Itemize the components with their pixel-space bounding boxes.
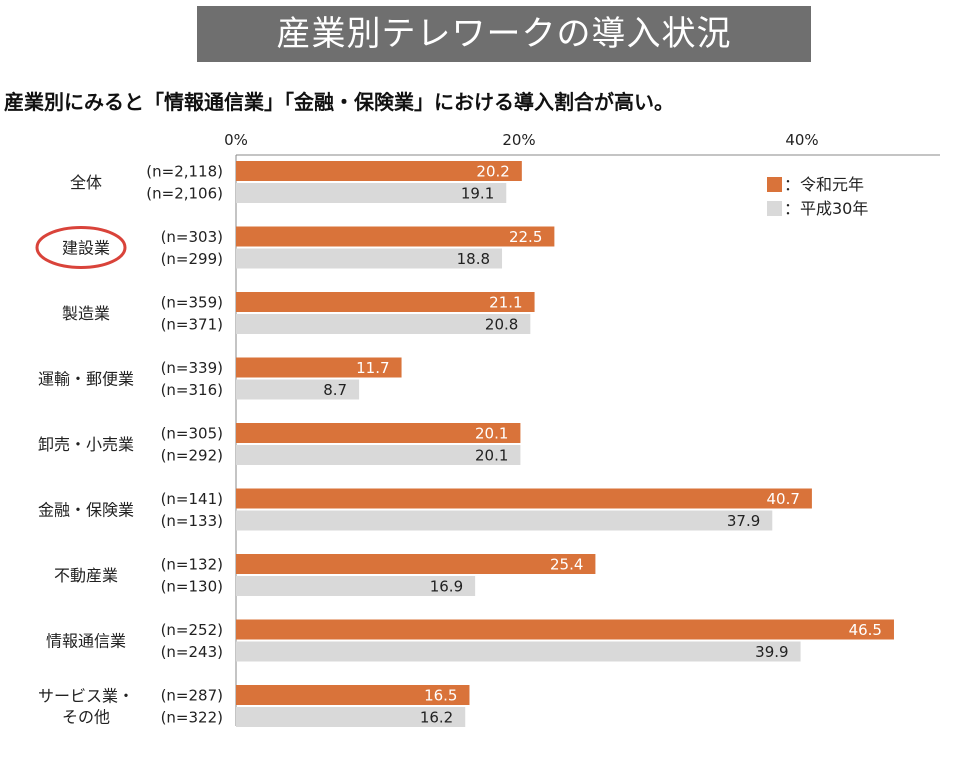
category-label: サービス業・ [38,687,134,706]
value-label: 18.8 [457,250,490,268]
sample-size-label: (n=292) [161,447,223,465]
page-subtitle: 産業別にみると「情報通信業」「金融・保険業」における導入割合が高い。 [4,90,674,114]
bar-current [236,619,894,640]
value-label: 39.9 [755,643,788,661]
bar-previous [236,314,531,334]
legend-swatch-previous [767,201,782,216]
bar-previous [236,379,360,400]
page-title: 産業別テレワークの導入状況 [197,6,811,62]
sample-size-label: (n=130) [161,578,223,596]
sample-size-label: (n=133) [161,512,223,530]
bar-previous [236,510,773,531]
value-label: 20.1 [475,425,508,443]
sample-size-label: (n=132) [161,556,223,574]
value-label: 16.9 [430,578,463,596]
value-label: 46.5 [849,621,882,639]
bar-current [236,357,402,378]
legend-label: ：平成30年 [784,199,868,218]
bar-previous [236,576,476,596]
sample-size-label: (n=339) [161,359,223,377]
value-label: 22.5 [509,228,542,246]
highlight-circle [35,226,127,269]
bar-current [236,554,596,574]
bar-current [236,226,555,247]
bar-previous [236,445,521,465]
value-label: 40.7 [766,490,799,508]
value-label: 16.2 [420,709,453,727]
legend-swatch-current [767,177,782,192]
value-label: 16.5 [424,687,457,705]
sample-size-label: (n=2,118) [146,163,223,181]
value-label: 19.1 [461,185,494,203]
bar-current [236,488,812,509]
category-label: 建設業 [62,239,110,258]
bar-current [236,423,521,443]
x-tick-label: 20% [502,131,535,149]
sample-size-label: (n=303) [161,228,223,246]
category-label: 全体 [70,173,102,192]
category-label: その他 [62,708,110,727]
sample-size-label: (n=2,106) [146,185,223,203]
value-label: 20.8 [485,316,518,334]
category-label: 運輸・郵便業 [38,370,134,389]
category-label: 製造業 [62,304,110,323]
bar-current [236,685,470,705]
category-label: 情報通信業 [46,632,126,651]
value-label: 11.7 [356,359,389,377]
bar-previous [236,248,503,269]
value-label: 8.7 [323,381,347,399]
category-label: 不動産業 [54,566,118,585]
value-label: 20.2 [476,163,509,181]
sample-size-label: (n=141) [161,490,223,508]
sample-size-label: (n=299) [161,250,223,268]
sample-size-label: (n=287) [161,687,223,705]
category-label: 金融・保険業 [38,501,134,520]
sample-size-label: (n=359) [161,294,223,312]
value-label: 37.9 [727,512,760,530]
bar-previous [236,183,507,203]
sample-size-label: (n=243) [161,643,223,661]
category-label: 卸売・小売業 [38,435,134,454]
bar-current [236,161,522,181]
sample-size-label: (n=316) [161,381,223,399]
bar-previous [236,641,801,662]
sample-size-label: (n=322) [161,709,223,727]
sample-size-label: (n=371) [161,316,223,334]
legend-label: ：令和元年 [784,175,864,194]
x-tick-label: 40% [785,131,818,149]
value-label: 20.1 [475,447,508,465]
bar-previous [236,707,466,727]
sample-size-label: (n=305) [161,425,223,443]
value-label: 21.1 [489,294,522,312]
value-label: 25.4 [550,556,583,574]
bar-current [236,292,535,312]
sample-size-label: (n=252) [161,621,223,639]
x-tick-label: 0% [224,131,248,149]
